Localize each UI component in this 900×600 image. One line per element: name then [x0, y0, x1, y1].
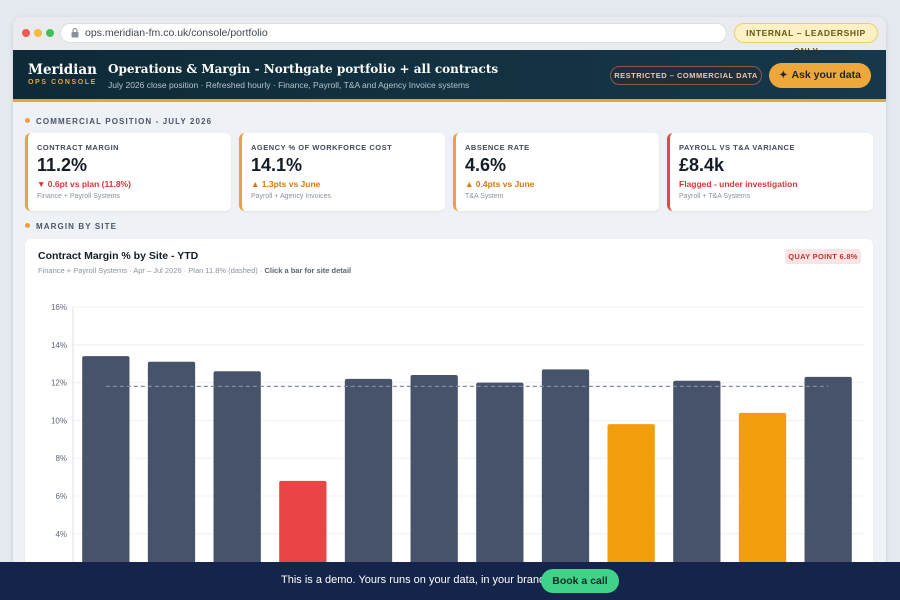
- y-tick-label: 16%: [51, 303, 67, 312]
- kpi-value: £8.4k: [679, 155, 725, 175]
- y-tick-label: 10%: [51, 416, 67, 425]
- bar-ok[interactable]: [213, 371, 261, 579]
- kpi-label: PAYROLL VS T&A VARIANCE: [679, 143, 795, 152]
- down-arrow-icon: ▼: [37, 179, 46, 189]
- section-heading-commercial: COMMERCIAL POSITION - JULY 2026: [25, 117, 212, 126]
- up-arrow-icon: ▲: [465, 179, 474, 189]
- kpi-label: CONTRACT MARGIN: [37, 143, 120, 152]
- kpi-source: Payroll + T&A Systems: [679, 193, 751, 200]
- section-heading-commercial-label: COMMERCIAL POSITION - JULY 2026: [36, 117, 213, 126]
- bar-ok[interactable]: [541, 369, 590, 579]
- bullet-icon: [25, 223, 30, 228]
- alert-badge: QUAY POINT 6.8%: [785, 249, 861, 264]
- bar-warn[interactable]: [738, 412, 787, 579]
- kpi-delta: Flagged - under investigation: [679, 179, 798, 189]
- sparkle-icon: ✦: [779, 70, 788, 81]
- y-tick-label: 12%: [51, 379, 67, 388]
- y-tick-label: 4%: [55, 530, 67, 539]
- internal-badge: INTERNAL – LEADERSHIP ONLY: [734, 23, 878, 56]
- bullet-icon: [25, 118, 30, 123]
- kpi-value: 14.1%: [251, 155, 303, 175]
- y-tick-label: 8%: [55, 454, 67, 463]
- up-arrow-icon: ▲: [251, 179, 260, 189]
- brand-subtitle: OPS CONSOLE: [28, 79, 97, 86]
- section-heading-margin-label: MARGIN BY SITE: [36, 222, 118, 231]
- margin-chart-card: Contract Margin % by Site - YTD Finance …: [25, 239, 873, 579]
- demo-banner-text: This is a demo. Yours runs on your data,…: [281, 574, 546, 586]
- bar-chart: 2%4%6%8%10%12%14%16%: [51, 303, 865, 579]
- chart-subtitle-text: Finance + Payroll Systems · Apr – Jul 20…: [38, 266, 265, 275]
- browser-window: ops.meridian-fm.co.uk/console/portfolio …: [13, 17, 886, 600]
- y-tick-label: 6%: [55, 492, 67, 501]
- url-text: ops.meridian-fm.co.uk/console/portfolio: [85, 27, 268, 39]
- y-tick-label: 14%: [51, 341, 67, 350]
- kpi-delta: ▲ 1.3pts vs June: [251, 179, 320, 189]
- kpi-delta-text: 0.6pt vs plan (11.8%): [47, 179, 131, 189]
- bar-critical[interactable]: [279, 480, 327, 579]
- kpi-source: Payroll + Agency Invoices: [251, 193, 331, 200]
- kpi-label: ABSENCE RATE: [465, 143, 530, 152]
- kpi-delta-text: Flagged - under investigation: [679, 179, 798, 189]
- kpi-label: AGENCY % OF WORKFORCE COST: [251, 143, 393, 152]
- kpi-delta-text: 1.3pts vs June: [261, 179, 321, 189]
- kpi-source: Finance + Payroll Systems: [37, 193, 121, 200]
- kpi-delta: ▲ 0.4pts vs June: [465, 179, 534, 189]
- page-subtitle: July 2026 close position · Refreshed hou…: [108, 80, 470, 90]
- section-heading-margin: MARGIN BY SITE: [25, 222, 117, 231]
- kpi-card-agency-cost[interactable]: AGENCY % OF WORKFORCE COST 14.1% ▲ 1.3pt…: [239, 133, 445, 211]
- bar-ok[interactable]: [82, 356, 130, 579]
- kpi-card-payroll-variance[interactable]: PAYROLL VS T&A VARIANCE £8.4k Flagged - …: [667, 133, 873, 211]
- browser-toolbar: ops.meridian-fm.co.uk/console/portfolio …: [13, 17, 886, 56]
- kpi-source: T&A System: [465, 193, 504, 200]
- bar-ok[interactable]: [147, 361, 196, 579]
- brand-logo[interactable]: Meridian OPS CONSOLE: [28, 62, 97, 86]
- kpi-card-absence-rate[interactable]: ABSENCE RATE 4.6% ▲ 0.4pts vs June T&A S…: [453, 133, 659, 211]
- kpi-delta-text: 0.4pts vs June: [475, 179, 535, 189]
- brand-name: Meridian: [28, 62, 97, 78]
- kpi-value: 4.6%: [465, 155, 507, 175]
- ask-button-label: Ask your data: [791, 69, 861, 81]
- bar-ok[interactable]: [344, 378, 393, 579]
- address-bar[interactable]: ops.meridian-fm.co.uk/console/portfolio: [60, 23, 727, 43]
- bar-ok[interactable]: [673, 380, 721, 579]
- bar-ok[interactable]: [804, 376, 852, 579]
- ask-your-data-button[interactable]: ✦ Ask your data: [769, 63, 871, 88]
- chart-hint: Click a bar for site detail: [264, 266, 352, 275]
- bar-ok[interactable]: [410, 375, 458, 579]
- kpi-delta: ▼ 0.6pt vs plan (11.8%): [37, 179, 131, 189]
- bar-warn[interactable]: [607, 424, 655, 579]
- lock-icon: [71, 28, 79, 38]
- app-header: Meridian OPS CONSOLE Operations & Margin…: [13, 50, 886, 102]
- page-title: Operations & Margin - Northgate portfoli…: [108, 62, 499, 76]
- demo-banner: This is a demo. Yours runs on your data,…: [0, 562, 900, 600]
- kpi-value: 11.2%: [37, 155, 88, 175]
- bar-ok[interactable]: [476, 382, 524, 579]
- restricted-badge: RESTRICTED – COMMERCIAL DATA: [610, 66, 762, 85]
- kpi-card-contract-margin[interactable]: CONTRACT MARGIN 11.2% ▼ 0.6pt vs plan (1…: [25, 133, 231, 211]
- book-a-call-button[interactable]: Book a call: [541, 569, 619, 593]
- minimize-window-button[interactable]: [34, 29, 42, 37]
- maximize-window-button[interactable]: [46, 29, 54, 37]
- close-window-button[interactable]: [22, 29, 30, 37]
- chart-subtitle: Finance + Payroll Systems · Apr – Jul 20…: [38, 266, 351, 275]
- chart-title: Contract Margin % by Site - YTD: [38, 250, 199, 262]
